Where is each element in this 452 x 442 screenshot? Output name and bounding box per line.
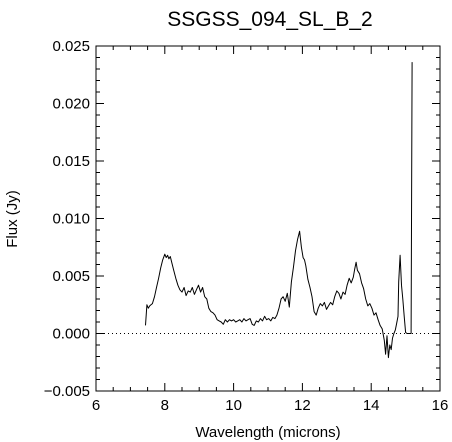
y-tick-label: 0.000: [52, 326, 90, 343]
plot-area: 6 8 10 12 14 16 −0.005 0.000 0.005 0.010 0.015 0.02…: [44, 38, 449, 414]
y-tick-label: 0.005: [52, 268, 90, 285]
plot-frame: [95, 45, 441, 392]
x-tick-label: 16: [432, 397, 449, 414]
spectrum-line: [145, 62, 413, 359]
x-axis-title: Wavelength (microns): [195, 424, 340, 441]
y-tick-label: 0.020: [52, 96, 90, 113]
y-axis-title: Flux (Jy): [4, 190, 21, 248]
x-tick-label: 8: [161, 397, 169, 414]
y-tick-label: 0.010: [52, 211, 90, 228]
x-tick-label: 6: [92, 397, 100, 414]
chart-title: SSGSS_094_SL_B_2: [167, 8, 373, 31]
y-tick-label: 0.015: [52, 153, 90, 170]
y-tick-label: 0.025: [52, 38, 90, 55]
x-tick-label: 12: [294, 397, 311, 414]
x-tick-label: 14: [363, 397, 380, 414]
y-tick-label: −0.005: [44, 383, 90, 400]
x-tick-label: 10: [225, 397, 242, 414]
